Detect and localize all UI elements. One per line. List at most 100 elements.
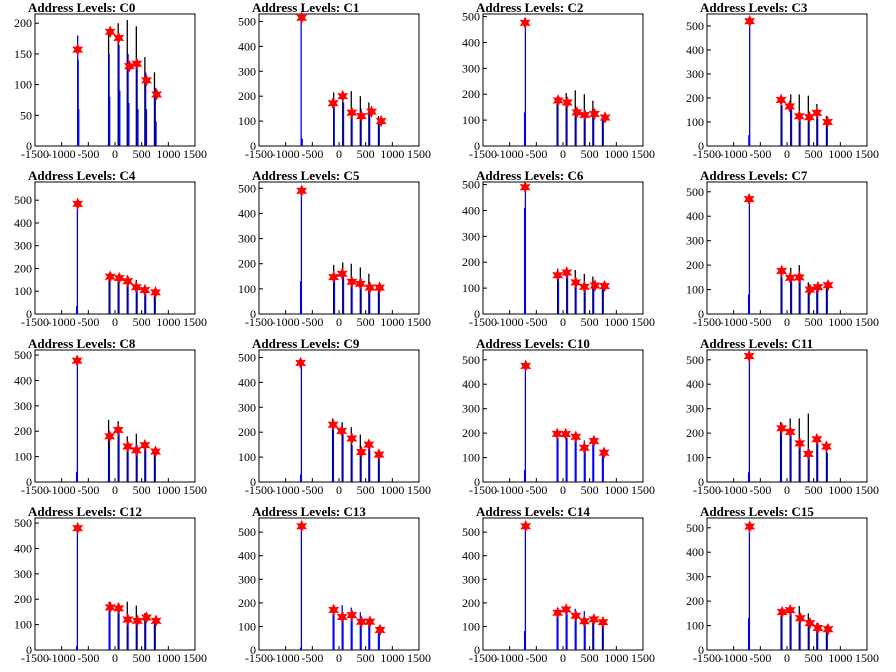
peak-marker	[578, 441, 590, 455]
peak-marker	[346, 106, 358, 119]
plot-frame	[34, 517, 196, 651]
peak-marker	[784, 603, 796, 617]
peak-marker	[131, 614, 143, 628]
x-tick-label: -1000	[48, 147, 76, 161]
peak-marker	[599, 111, 611, 124]
y-tick-label: 500	[462, 353, 480, 367]
x-tick-label: 500	[805, 483, 823, 497]
x-tick-label: -500	[77, 315, 99, 329]
y-tick-label: 300	[14, 399, 32, 413]
x-tick-label: 500	[133, 651, 151, 665]
x-tick-label: -1000	[48, 315, 76, 329]
peak-marker	[296, 519, 308, 533]
y-tick-label: 400	[14, 373, 32, 387]
peak-marker	[560, 603, 572, 616]
x-tick-label: 500	[581, 483, 599, 497]
y-tick-label: 0	[26, 643, 32, 657]
x-tick-label: 1000	[828, 147, 852, 161]
y-tick-label: 100	[686, 283, 704, 297]
chart-title: Address Levels: C0	[28, 0, 135, 15]
y-tick-label: 200	[14, 16, 32, 30]
y-tick-label: 400	[686, 209, 704, 223]
chart-panel-0: Address Levels: C0 0 50 100 150 200 -1500 -1000…	[0, 0, 224, 168]
peak-marker	[793, 270, 805, 284]
peak-marker	[802, 447, 814, 461]
peak-marker	[122, 274, 134, 288]
y-tick-label: 0	[26, 475, 32, 489]
peak-marker	[784, 100, 796, 113]
peak-marker	[336, 424, 348, 438]
peak-marker	[588, 107, 600, 121]
peak-marker	[589, 279, 601, 292]
peak-marker	[552, 606, 564, 620]
peak-marker	[570, 430, 582, 444]
y-tick-label: 100	[14, 450, 32, 464]
peak-marker	[72, 43, 84, 56]
peak-marker	[776, 264, 788, 278]
x-tick-label: 0	[784, 315, 790, 329]
y-tick-label: 200	[462, 255, 480, 269]
peak-marker	[354, 277, 366, 291]
y-tick-label: 300	[238, 400, 256, 414]
peak-marker	[520, 359, 532, 373]
x-tick-label: -1000	[720, 315, 748, 329]
chart-title: Address Levels: C2	[476, 0, 583, 15]
x-tick-label: 1500	[183, 651, 207, 665]
y-tick-label: 0	[698, 643, 704, 657]
y-tick-label: 100	[14, 78, 32, 92]
x-tick-label: 0	[560, 651, 566, 665]
peak-marker	[104, 601, 116, 614]
x-tick-label: -1000	[272, 147, 300, 161]
peak-marker	[520, 519, 532, 533]
peak-marker	[122, 613, 134, 626]
y-tick-label: 400	[238, 375, 256, 389]
peak-marker	[804, 616, 816, 630]
peak-marker	[743, 349, 755, 363]
y-tick-label: 200	[462, 87, 480, 101]
y-tick-label: 200	[14, 424, 32, 438]
x-tick-label: 1500	[183, 147, 207, 161]
x-tick-label: 1000	[156, 651, 180, 665]
peak-marker	[373, 448, 385, 461]
x-tick-label: 500	[133, 315, 151, 329]
peak-marker	[775, 93, 787, 107]
chart-panel-1: Address Levels: C1 0 100 200 300 400 500 -1500-…	[224, 0, 448, 168]
x-tick-label: -1000	[720, 147, 748, 161]
peak-marker	[743, 192, 755, 206]
y-tick-label: 50	[20, 108, 32, 122]
peak-marker	[822, 622, 834, 636]
chart-panel-4: Address Levels: C4 0 100 200 300 400 500 -1500-…	[0, 168, 224, 336]
x-tick-label: 1000	[156, 315, 180, 329]
x-tick-label: 500	[581, 147, 599, 161]
x-tick-label: 500	[805, 315, 823, 329]
y-tick-label: 100	[14, 618, 32, 632]
peak-marker	[296, 11, 308, 25]
peak-marker	[139, 438, 151, 452]
peak-marker	[811, 106, 823, 120]
chart-title: Address Levels: C11	[700, 336, 813, 351]
plot-frame	[258, 349, 420, 483]
x-tick-label: 0	[336, 483, 342, 497]
x-tick-label: -500	[77, 651, 99, 665]
peak-marker	[327, 418, 339, 432]
x-tick-label: -1500	[693, 315, 721, 329]
x-tick-label: 0	[560, 315, 566, 329]
peak-marker	[820, 440, 832, 453]
x-tick-label: -1500	[469, 483, 497, 497]
chart-svg: Address Levels: C60100200300400500-1500-…	[462, 168, 655, 329]
peak-marker	[588, 434, 600, 448]
x-tick-label: 0	[784, 147, 790, 161]
y-tick-label: 300	[686, 67, 704, 81]
chart-svg: Address Levels: C13 0 100 200 300 400 500 -1500…	[238, 504, 431, 665]
x-tick-label: 1500	[407, 651, 431, 665]
y-tick-label: 400	[686, 377, 704, 391]
peak-marker	[295, 356, 307, 370]
peak-marker	[560, 427, 572, 441]
plot-frame	[706, 349, 868, 483]
chart-panel-3: Address Levels: C3 0 100 200 300 400 500 -1500-…	[672, 0, 896, 168]
x-tick-label: -1500	[245, 483, 273, 497]
x-tick-label: -1000	[496, 483, 524, 497]
y-tick-label: 200	[686, 594, 704, 608]
peak-marker	[570, 276, 582, 289]
y-tick-label: 400	[462, 549, 480, 563]
